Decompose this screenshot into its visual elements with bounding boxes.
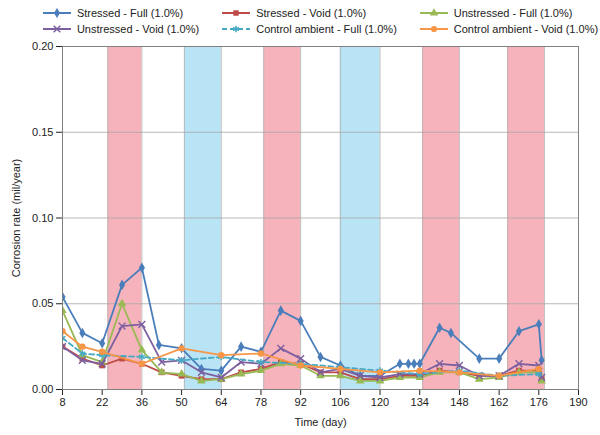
- svg-text:92: 92: [295, 396, 307, 408]
- svg-text:8: 8: [59, 396, 65, 408]
- svg-text:190: 190: [569, 396, 587, 408]
- html-text:Unstressed - Full (1.0%): Unstressed - Full (1.0%): [453, 7, 573, 19]
- svg-text:0.15: 0.15: [32, 126, 53, 138]
- svg-text:120: 120: [371, 396, 389, 408]
- svg-text:134: 134: [411, 396, 429, 408]
- html-text:Control ambient - Void (1.0%): Control ambient - Void (1.0%): [453, 23, 599, 35]
- svg-text:176: 176: [530, 396, 548, 408]
- svg-text:0.05: 0.05: [32, 297, 53, 309]
- svg-text:78: 78: [255, 396, 267, 408]
- svg-text:64: 64: [215, 396, 227, 408]
- svg-text:106: 106: [331, 396, 349, 408]
- svg-text:148: 148: [450, 396, 468, 408]
- html-text:Control ambient - Full (1.0%): Control ambient - Full (1.0%): [256, 23, 397, 35]
- html-text:Stressed - Void (1.0%): Stressed - Void (1.0%): [256, 7, 367, 19]
- svg-text:0.20: 0.20: [32, 40, 53, 52]
- html-text:Unstressed - Void (1.0%): Unstressed - Void (1.0%): [76, 23, 200, 35]
- html-text:Stressed - Full (1.0%): Stressed - Full (1.0%): [76, 7, 184, 19]
- svg-text:0.10: 0.10: [32, 212, 53, 224]
- svg-text:50: 50: [175, 396, 187, 408]
- svg-text:162: 162: [490, 396, 508, 408]
- svg-text:Time (day): Time (day): [294, 416, 346, 428]
- svg-text:0.00: 0.00: [32, 383, 53, 395]
- svg-text:Corrosion rate (mil/year): Corrosion rate (mil/year): [10, 159, 22, 278]
- svg-text:22: 22: [96, 396, 108, 408]
- svg-text:36: 36: [136, 396, 148, 408]
